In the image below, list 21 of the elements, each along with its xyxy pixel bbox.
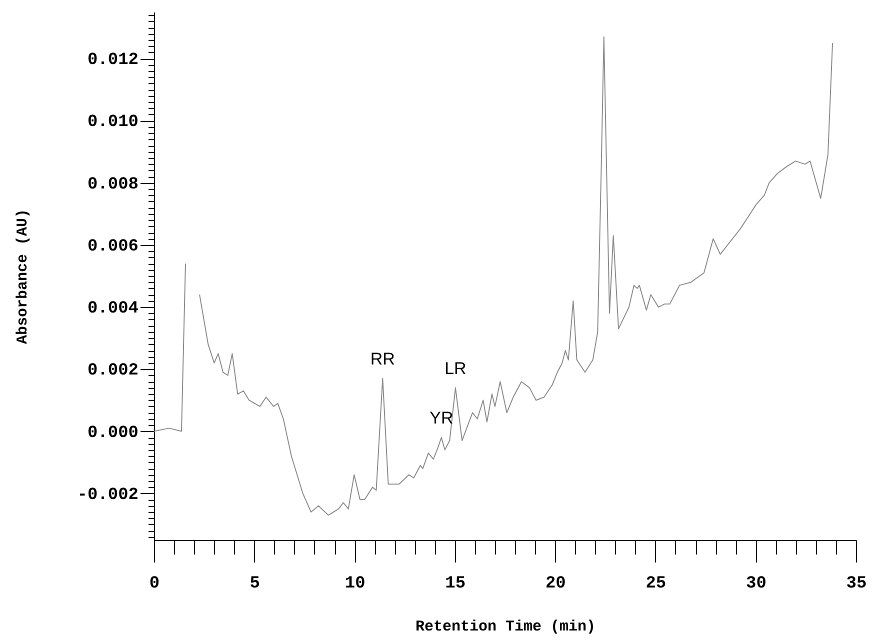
y-tick-label: 0.000 [87, 424, 138, 443]
y-tick-label: 0.002 [87, 362, 138, 381]
y-tick-label: 0.006 [87, 237, 138, 256]
x-tick-label: 0 [149, 574, 160, 594]
annotation: LR [444, 358, 466, 378]
x-tick-label: 10 [344, 574, 366, 594]
annotation: RR [370, 349, 395, 368]
y-tick-label: 0.008 [87, 175, 138, 194]
x-tick-label: 30 [746, 574, 766, 594]
x-tick-label: 15 [445, 574, 466, 594]
x-tick-label: 35 [846, 574, 867, 594]
x-tick-label: 5 [250, 574, 260, 594]
x-tick-label: 25 [646, 574, 666, 594]
annotation: YR [430, 408, 454, 428]
y-tick-label: 0.004 [87, 300, 138, 319]
y-tick-label: 0.010 [87, 113, 138, 132]
y-tick-label: -0.002 [77, 486, 138, 505]
x-axis-title: Retention Time (min) [415, 618, 596, 636]
y-tick-label: 0.012 [87, 51, 138, 70]
y-axis-title: Absorbance (AU) [14, 208, 32, 344]
x-tick-label: 20 [545, 574, 566, 594]
